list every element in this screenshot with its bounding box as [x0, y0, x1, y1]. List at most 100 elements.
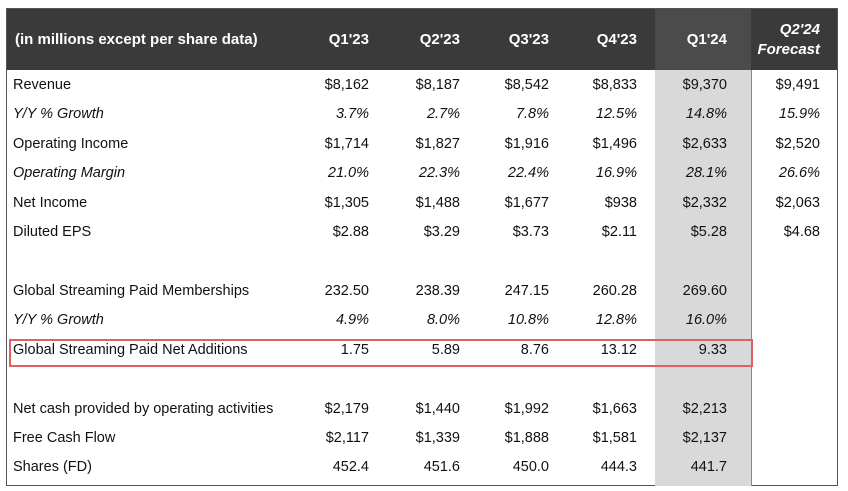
cell-value: 26.6% [778, 165, 820, 181]
cell-value: $9,491 [775, 77, 820, 93]
row-label: Global Streaming Paid Memberships [13, 283, 250, 299]
table-row-op-margin: Operating Margin 21.0% 22.3% 22.4% 16.9% 28.1… [7, 159, 837, 188]
cell-value: $3.73 [512, 224, 549, 240]
forecast-separator [751, 70, 752, 486]
cell-value: $1,488 [415, 195, 460, 211]
table-row-members: Global Streaming Paid Memberships 232.50 2… [7, 277, 837, 306]
row-label: Free Cash Flow [13, 430, 116, 446]
row-label: Diluted EPS [13, 224, 92, 240]
row-label: Shares (FD) [13, 459, 92, 475]
cell-value: $2,332 [682, 195, 727, 211]
cell-value [740, 306, 820, 335]
cell-value: $1,581 [592, 430, 637, 446]
cell-value: $2,179 [324, 401, 369, 417]
row-label: Global Streaming Paid Net Additions [13, 342, 248, 358]
row-label: Revenue [13, 77, 72, 93]
cell-value: 8.0% [426, 312, 460, 328]
col-header-q2-24-forecast: Q2'24 Forecast [740, 9, 820, 70]
cell-value: 22.3% [418, 165, 460, 181]
cell-value: $5.28 [690, 224, 727, 240]
cell-value: 260.28 [592, 283, 637, 299]
cell-value: 441.7 [690, 459, 727, 475]
cell-value: 21.0% [327, 165, 369, 181]
cell-value [740, 395, 820, 424]
col-header-q3-23: Q3'23 [508, 31, 549, 48]
cell-value: $1,992 [504, 401, 549, 417]
cell-value: 3.7% [335, 106, 369, 122]
cell-value: $2,213 [682, 401, 727, 417]
cell-value: $2,633 [682, 136, 727, 152]
cell-value: $8,187 [415, 77, 460, 93]
table-row-fcf: Free Cash Flow $2,117 $1,339 $1,888 $1,581 $2… [7, 424, 837, 453]
cell-value: 12.5% [595, 106, 637, 122]
cell-value: $1,305 [324, 195, 369, 211]
header-label: (in millions except per share data) [15, 31, 258, 48]
cell-value: $1,440 [415, 401, 460, 417]
cell-value: $1,339 [415, 430, 460, 446]
cell-value: $1,916 [504, 136, 549, 152]
cell-value: 9.33 [698, 342, 727, 358]
row-label: Net cash provided by operating activitie… [13, 401, 274, 417]
table-row-revenue: Revenue $8,162 $8,187 $8,542 $8,833 $9,370 $9,… [7, 71, 837, 100]
cell-value: 16.9% [595, 165, 637, 181]
table-row-eps: Diluted EPS $2.88 $3.29 $3.73 $2.11 $5.28 $4.6… [7, 218, 837, 247]
q1-24-column-shade [655, 70, 751, 486]
cell-value: $8,162 [324, 77, 369, 93]
cell-value: 28.1% [685, 165, 727, 181]
table-row-mem-growth: Y/Y % Growth 4.9% 8.0% 10.8% 12.8% 16.0% [7, 306, 837, 335]
col-header-q1-23: Q1'23 [328, 31, 369, 48]
net-additions-highlight-box [9, 339, 753, 367]
col-header-q1-24: Q1'24 [686, 31, 727, 48]
forecast-line-1: Q2'24 [779, 20, 820, 38]
cell-value [740, 277, 820, 306]
cell-value: 232.50 [324, 283, 369, 299]
cell-value: 269.60 [682, 283, 727, 299]
cell-value [740, 453, 820, 482]
forecast-line-2: Forecast [757, 40, 820, 58]
cell-value: $1,888 [504, 430, 549, 446]
cell-value: 451.6 [423, 459, 460, 475]
table-row-op-cash: Net cash provided by operating activitie… [7, 395, 837, 424]
cell-value: 10.8% [507, 312, 549, 328]
cell-value: 13.12 [600, 342, 637, 358]
cell-value [740, 424, 820, 453]
cell-value: $2.11 [601, 224, 637, 240]
cell-value: $1,827 [415, 136, 460, 152]
cell-value: 452.4 [332, 459, 369, 475]
row-label: Net Income [13, 195, 88, 211]
cell-value: 247.15 [504, 283, 549, 299]
cell-value: 5.89 [431, 342, 460, 358]
cell-value: $4.68 [783, 224, 820, 240]
cell-value: $8,542 [504, 77, 549, 93]
table-header: (in millions except per share data) Q1'2… [7, 9, 837, 70]
cell-value: 450.0 [512, 459, 549, 475]
table-row-net-income: Net Income $1,305 $1,488 $1,677 $938 $2,332 $2… [7, 189, 837, 218]
cell-value: $1,496 [592, 136, 637, 152]
col-header-q4-23: Q4'23 [596, 31, 637, 48]
cell-value: $1,663 [592, 401, 637, 417]
table-row-net-adds: Global Streaming Paid Net Additions 1.75 5… [7, 336, 837, 365]
cell-value: $2,520 [775, 136, 820, 152]
row-label: Operating Income [13, 136, 129, 152]
row-label: Y/Y % Growth [13, 312, 104, 328]
cell-value: $8,833 [592, 77, 637, 93]
cell-value: $3.29 [423, 224, 460, 240]
table-row-op-income: Operating Income $1,714 $1,827 $1,916 $1,496… [7, 130, 837, 159]
cell-value: 1.75 [340, 342, 369, 358]
row-label: Y/Y % Growth [13, 106, 104, 122]
cell-value: 22.4% [507, 165, 549, 181]
cell-value: $1,714 [324, 136, 369, 152]
cell-value: 444.3 [600, 459, 637, 475]
cell-value: 14.8% [685, 106, 727, 122]
cell-value: 16.0% [685, 312, 727, 328]
table-row-rev-growth: Y/Y % Growth 3.7% 2.7% 7.8% 12.5% 14.8% 15.9% [7, 100, 837, 129]
cell-value: 12.8% [595, 312, 637, 328]
cell-value: $9,370 [682, 77, 727, 93]
cell-value: $1,677 [504, 195, 549, 211]
cell-value: $938 [604, 195, 637, 211]
cell-value: $2,137 [682, 430, 727, 446]
cell-value: $2,063 [775, 195, 820, 211]
cell-value: 4.9% [335, 312, 369, 328]
cell-value: 2.7% [426, 106, 460, 122]
row-label: Operating Margin [13, 165, 126, 181]
